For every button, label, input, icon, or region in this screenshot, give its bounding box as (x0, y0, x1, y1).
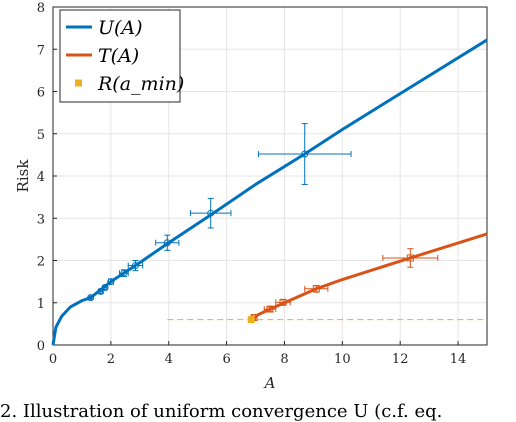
legend-label: R(a_min) (97, 73, 184, 95)
x-tick-label: 6 (222, 352, 230, 367)
x-tick-label: 0 (49, 352, 57, 367)
y-tick-label: 7 (37, 43, 45, 58)
legend-swatch (75, 79, 82, 87)
y-tick-label: 4 (37, 170, 45, 185)
y-tick-labels: 0 1 2 3 4 5 6 7 8 (37, 1, 45, 354)
x-axis-label: A (263, 374, 276, 392)
data-point (266, 305, 274, 313)
series-line (51, 38, 488, 346)
legend: U(A) T(A) R(a_min) (59, 9, 184, 103)
x-tick-label: 10 (334, 352, 351, 367)
data-point (207, 209, 215, 217)
y-tick-label: 5 (37, 128, 45, 143)
y-tick-label: 8 (37, 1, 45, 16)
y-tick-label: 1 (37, 297, 45, 312)
data-point (101, 284, 109, 292)
data-point (163, 239, 171, 247)
y-tick-label: 2 (37, 255, 45, 270)
x-tick-label: 14 (450, 352, 467, 367)
error-bar (263, 306, 277, 313)
data-point (120, 269, 128, 277)
error-bar (257, 123, 352, 185)
data-point (312, 285, 320, 293)
error-bar (382, 248, 439, 268)
legend-entry: T(A) (66, 45, 139, 67)
x-tick-label: 4 (165, 352, 173, 367)
y-tick-label: 6 (37, 86, 45, 101)
series-line (251, 232, 488, 321)
error-bar (189, 197, 232, 229)
x-tick-label: 12 (392, 352, 409, 367)
data-point (107, 278, 115, 286)
legend-label: T(A) (98, 45, 139, 67)
series-0 (51, 38, 488, 346)
legend-entry: U(A) (66, 17, 143, 39)
figure-caption: 2. Illustration of uniform convergence U… (0, 401, 443, 422)
data-point (406, 254, 414, 262)
x-tick-labels: 0 2 4 6 8 10 12 14 (49, 352, 466, 367)
legend-entry: R(a_min) (75, 73, 184, 95)
series-layer (51, 38, 488, 346)
error-bar (155, 234, 180, 251)
series-1 (250, 232, 488, 322)
series-2 (167, 316, 487, 324)
axes (52, 6, 488, 346)
y-axis-label: Risk (14, 159, 32, 193)
data-point (279, 298, 287, 306)
x-tick-label: 8 (280, 352, 288, 367)
r-min-point (247, 316, 255, 324)
data-point (97, 287, 105, 295)
error-bar (87, 294, 94, 301)
y-tick-label: 0 (37, 339, 45, 354)
y-tick-label: 3 (37, 212, 45, 227)
data-point (131, 262, 139, 270)
x-tick-label: 2 (107, 352, 115, 367)
data-point (87, 294, 95, 302)
data-point (301, 150, 309, 158)
legend-label: U(A) (98, 17, 143, 39)
